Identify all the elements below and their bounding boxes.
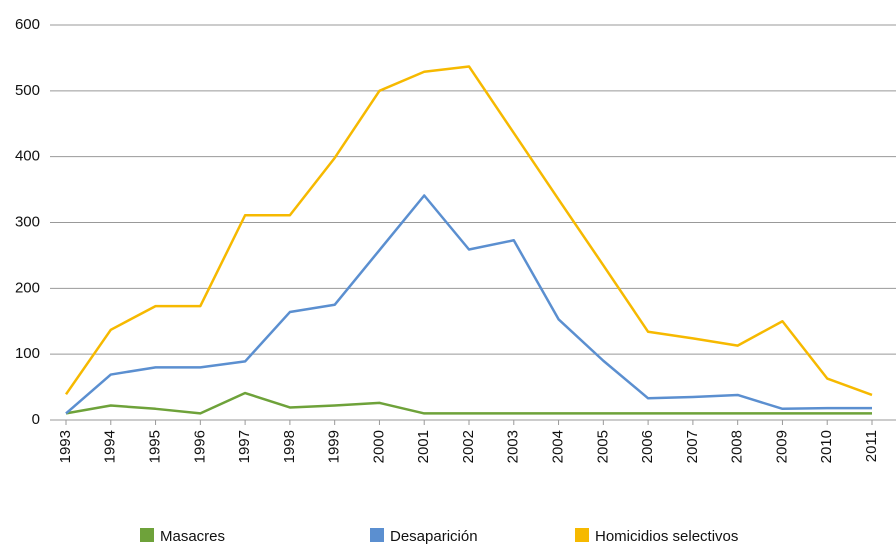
x-tick-label: 2008 <box>729 430 746 463</box>
x-tick-label: 2002 <box>460 430 477 463</box>
x-tick-label: 2009 <box>773 430 790 463</box>
legend-swatch <box>140 528 154 542</box>
x-tick-label: 2001 <box>415 430 432 463</box>
x-tick-label: 1994 <box>102 430 119 463</box>
x-tick-label: 2000 <box>370 430 387 463</box>
x-tick-label: 2011 <box>863 430 880 462</box>
series-line <box>65 391 872 415</box>
x-tick-label: 1997 <box>236 430 253 463</box>
x-tick-label: 1996 <box>191 430 208 463</box>
y-tick-label: 200 <box>15 279 40 296</box>
y-tick-label: 600 <box>15 16 40 33</box>
x-tick-label: 1998 <box>281 430 298 463</box>
y-tick-label: 300 <box>15 213 40 230</box>
x-tick-label: 2006 <box>639 430 656 463</box>
x-tick-label: 1999 <box>326 430 343 463</box>
series-line <box>65 194 872 415</box>
series-line <box>64 65 873 397</box>
legend-label: Homicidios selectivos <box>595 528 738 545</box>
y-tick-label: 100 <box>15 345 40 362</box>
x-tick-label: 2004 <box>550 430 567 463</box>
x-tick-label: 2005 <box>594 430 611 463</box>
y-tick-label: 400 <box>15 148 40 165</box>
x-tick-label: 2007 <box>684 430 701 463</box>
legend-swatch <box>575 528 589 542</box>
legend-label: Masacres <box>160 528 225 545</box>
legend-label: Desaparición <box>390 528 478 545</box>
x-tick-label: 1993 <box>57 430 74 463</box>
x-tick-label: 2003 <box>505 430 522 463</box>
legend-swatch <box>370 528 384 542</box>
x-tick-label: 2010 <box>818 430 835 463</box>
x-tick-label: 1995 <box>147 430 164 463</box>
y-tick-label: 0 <box>32 411 40 428</box>
y-tick-label: 500 <box>15 82 40 99</box>
